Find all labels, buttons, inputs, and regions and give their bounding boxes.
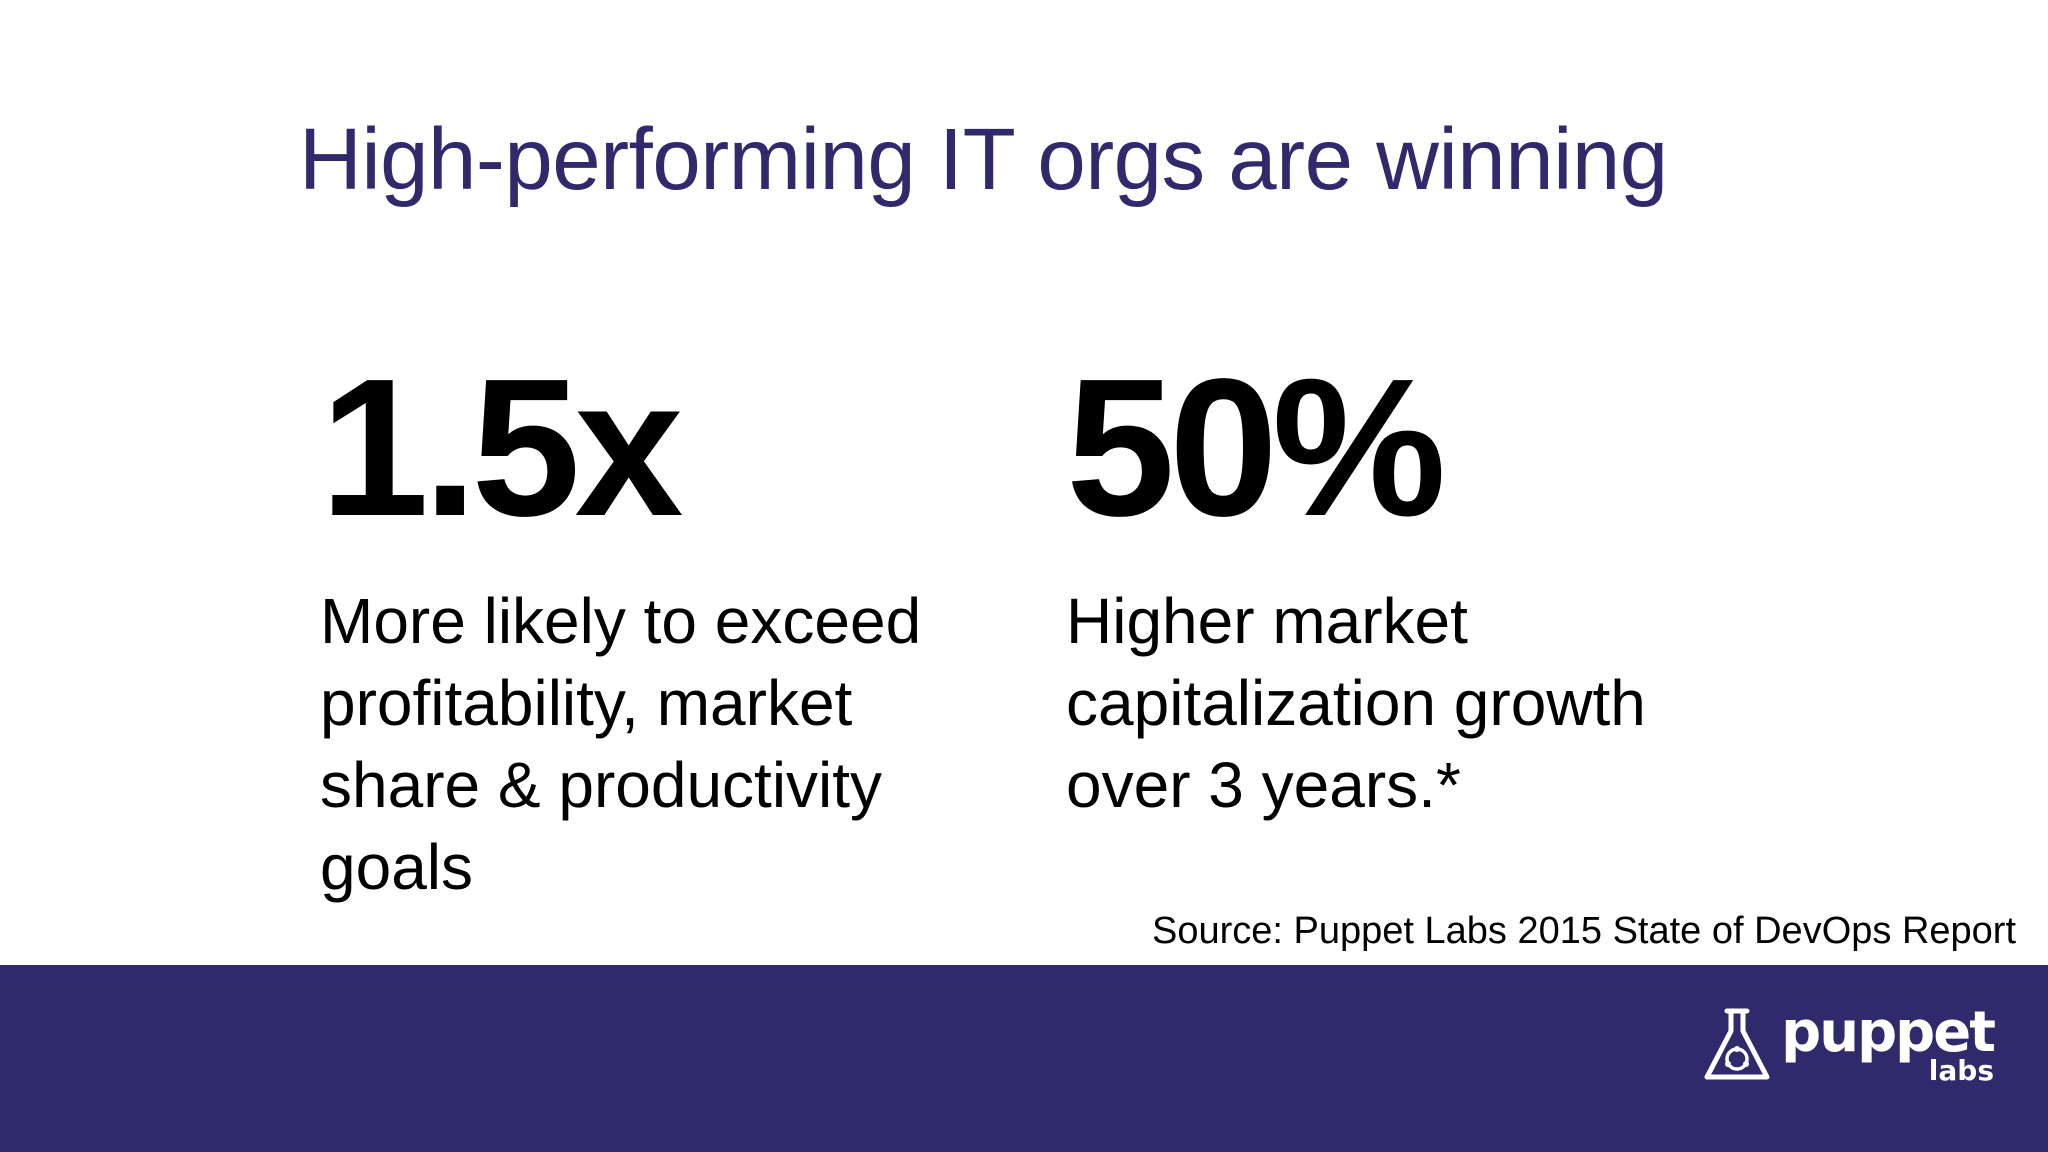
source-citation: Source: Puppet Labs 2015 State of DevOps… xyxy=(1152,910,2016,952)
stat-description: More likely to exceed profitability, mar… xyxy=(320,585,922,903)
stat-value: 1.5x xyxy=(320,338,683,557)
logo-wordmark: puppet xyxy=(1781,1000,1996,1065)
stat-block-market-cap: 50% Higher market capitalization growth … xyxy=(1066,350,1646,826)
puppet-labs-logo: puppet labs xyxy=(1701,1000,1996,1087)
stat-value: 50% xyxy=(1066,338,1446,557)
logo-subtext: labs xyxy=(1928,1054,1994,1087)
footer-bar: puppet labs xyxy=(0,965,2048,1152)
stat-description: Higher market capitalization growth over… xyxy=(1066,585,1646,821)
stat-block-profitability: 1.5x More likely to exceed profitability… xyxy=(320,350,921,908)
slide-title: High-performing IT orgs are winning xyxy=(299,111,1668,208)
flask-icon xyxy=(1704,1008,1770,1080)
